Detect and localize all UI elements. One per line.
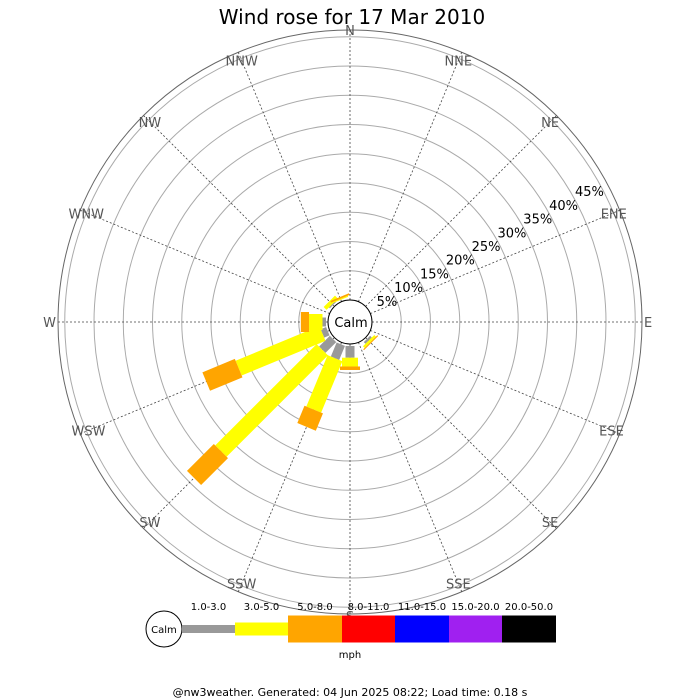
spoke-ene <box>370 209 620 314</box>
grid-ring <box>64 36 636 608</box>
footer-text: @nw3weather. Generated: 04 Jun 2025 08:2… <box>173 686 528 699</box>
bar-wsw-1.0-3.0 <box>320 327 330 338</box>
direction-label-n: N <box>345 24 355 39</box>
spoke-ne <box>365 115 557 307</box>
bar-ssw-1.0-3.0 <box>330 342 345 360</box>
legend-swatch-11.0-15.0 <box>395 615 449 643</box>
legend-swatch-8.0-11.0 <box>342 615 395 643</box>
bar-wsw-5.0-8.0 <box>202 358 243 391</box>
direction-label-nnw: NNW <box>226 55 258 70</box>
grid-ring <box>181 153 519 491</box>
spoke-nnw <box>237 52 342 302</box>
spoke-se <box>365 337 557 529</box>
ring-label: 20% <box>446 254 475 269</box>
legend-range-label: 20.0-50.0 <box>505 602 553 613</box>
spoke-ese <box>370 330 620 435</box>
legend-range-label: 8.0-11.0 <box>348 602 390 613</box>
direction-label-wsw: WSW <box>72 424 106 439</box>
ring-label: 25% <box>472 240 501 255</box>
ring-label: 10% <box>394 281 423 296</box>
bar-w-5.0-8.0 <box>300 312 310 332</box>
ring-label: 5% <box>377 295 398 310</box>
grid-ring <box>152 124 548 520</box>
direction-label-wnw: WNW <box>69 208 105 223</box>
wind-bars <box>186 293 379 486</box>
legend-swatch-20.0-50.0 <box>502 615 556 643</box>
direction-label-nne: NNE <box>444 55 472 70</box>
bar-w-1.0-3.0 <box>322 317 326 327</box>
direction-label-ne: NE <box>541 116 559 131</box>
direction-label-se: SE <box>542 516 558 531</box>
polar-grid <box>57 29 643 615</box>
bar-nw-1.0-3.0 <box>329 301 337 309</box>
legend-range-label: 3.0-5.0 <box>244 602 279 613</box>
ring-label: 35% <box>523 213 552 228</box>
direction-label-e: E <box>644 316 652 331</box>
direction-label-sse: SSE <box>446 577 471 592</box>
spoke-nne <box>358 52 463 302</box>
bar-ssw-5.0-8.0 <box>297 405 323 431</box>
bar-nnw-3.0-5.0 <box>332 295 349 303</box>
ring-label: 30% <box>497 226 526 241</box>
direction-label-ese: ESE <box>599 424 624 439</box>
legend-swatch-15.0-20.0 <box>449 615 502 643</box>
direction-label-sw: SW <box>139 516 160 531</box>
ring-label: 45% <box>575 185 604 200</box>
grid-ring <box>269 241 431 403</box>
direction-label-ssw: SSW <box>227 577 257 592</box>
legend-calm-label: Calm <box>151 625 177 636</box>
legend-swatch-5.0-8.0 <box>288 615 342 643</box>
ring-label: 40% <box>549 199 578 214</box>
legend-range-label: 15.0-20.0 <box>451 602 499 613</box>
chart-title: Wind rose for 17 Mar 2010 <box>219 5 485 29</box>
legend-range-label: 11.0-15.0 <box>398 602 446 613</box>
bar-sw-1.0-3.0 <box>319 335 337 353</box>
bar-w-3.0-5.0 <box>309 314 323 330</box>
bar-wsw-3.0-5.0 <box>235 326 326 376</box>
calm-center: Calm <box>327 299 373 345</box>
direction-label-ene: ENE <box>601 208 627 223</box>
bar-sw-5.0-8.0 <box>186 444 228 486</box>
bar-se-1.0-3.0 <box>363 335 372 344</box>
ring-labels: 5%10%15%20%25%30%35%40%45% <box>377 185 604 310</box>
legend-range-label: 1.0-3.0 <box>191 602 226 613</box>
bar-s-1.0-3.0 <box>345 346 355 358</box>
bar-se-3.0-5.0 <box>362 334 376 348</box>
legend-unit: mph <box>339 650 361 661</box>
calm-label: Calm <box>334 316 367 331</box>
legend-swatch-1.0-3.0 <box>182 625 235 633</box>
bar-nnw-5.0-8.0 <box>330 293 350 303</box>
legend-range-label: 5.0-8.0 <box>297 602 332 613</box>
speed-legend: Calm mph 1.0-3.0 3.0-5.0 5.0-8.0 8.0-11.0 11… <box>145 602 556 661</box>
bar-s-3.0-5.0 <box>342 357 358 367</box>
legend-swatch-3.0-5.0 <box>235 622 288 636</box>
direction-labels: NNNENEENEEESESESSESSSWSWWSWWWNWNWNNW <box>43 24 652 625</box>
spoke-nw <box>143 115 335 307</box>
bar-sw-3.0-5.0 <box>215 344 328 457</box>
calm-circle <box>327 299 373 345</box>
bar-ssw-3.0-5.0 <box>306 355 343 413</box>
bar-nw-3.0-5.0 <box>323 295 338 310</box>
ring-label: 15% <box>420 267 449 282</box>
bar-s-5.0-8.0 <box>340 366 360 370</box>
spoke-wnw <box>80 209 330 314</box>
direction-label-w: W <box>43 316 56 331</box>
grid-ring <box>239 211 461 433</box>
spoke-sse <box>358 342 463 592</box>
direction-label-nw: NW <box>139 116 162 131</box>
bar-se-5.0-8.0 <box>363 335 379 351</box>
